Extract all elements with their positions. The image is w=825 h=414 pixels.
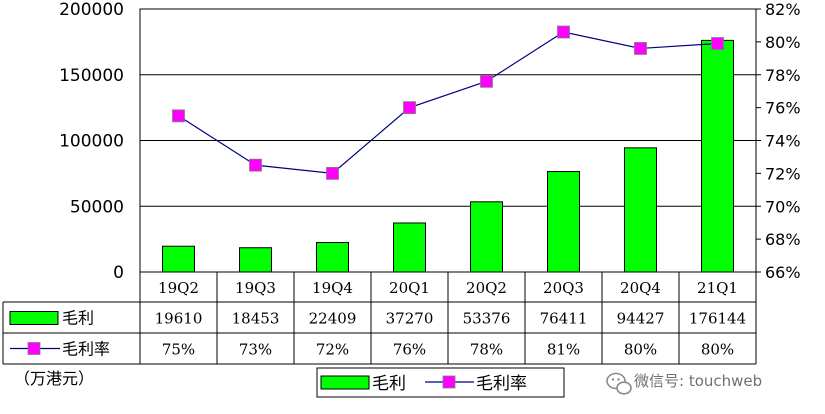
line-marker xyxy=(711,37,724,50)
line-marker xyxy=(557,25,570,39)
right-tick-label: 70% xyxy=(765,197,801,216)
table-cell: 94427 xyxy=(617,310,665,328)
line-marker xyxy=(403,101,416,115)
legend: 毛利 毛利率 xyxy=(316,367,565,398)
table-row-label: 毛利率 xyxy=(62,340,110,359)
legend-line-marker xyxy=(442,375,456,389)
bar xyxy=(701,39,734,273)
legend-line-label: 毛利率 xyxy=(476,374,527,394)
table-cell: 18453 xyxy=(232,310,280,328)
table-cell: 19610 xyxy=(155,310,203,328)
table-cell: 176144 xyxy=(689,310,746,328)
unit-note: （万港元） xyxy=(14,369,94,388)
right-y-axis: 66% 68% 70% 72% 74% 76% 78% 80% 82% xyxy=(755,0,801,282)
wechat-icon xyxy=(606,372,632,395)
right-tick-label: 78% xyxy=(765,66,801,85)
watermark-label: 微信号: touchweb xyxy=(634,372,762,390)
table-cell: 72% xyxy=(316,341,349,359)
line-marker xyxy=(326,166,339,180)
table-cell: 75% xyxy=(162,341,195,359)
table-cell: 76% xyxy=(393,341,426,359)
table-cell: 76411 xyxy=(540,310,588,328)
category-label: 20Q4 xyxy=(620,279,661,297)
category-label: 20Q2 xyxy=(466,279,507,297)
watermark: 微信号: touchweb xyxy=(606,372,762,395)
line-series xyxy=(172,25,724,180)
left-tick-label: 0 xyxy=(113,263,124,283)
category-label: 21Q1 xyxy=(697,279,738,297)
bar-legend-key xyxy=(9,311,59,325)
left-tick-label: 100000 xyxy=(59,132,124,152)
bar xyxy=(393,222,426,273)
bar xyxy=(624,147,657,273)
category-label: 19Q4 xyxy=(312,279,353,297)
right-tick-label: 80% xyxy=(765,33,801,52)
table-cell: 73% xyxy=(239,341,272,359)
table-row-label: 毛利 xyxy=(62,309,94,328)
line-legend-marker xyxy=(27,342,41,355)
right-tick-label: 74% xyxy=(765,132,801,151)
table-cell: 80% xyxy=(624,341,657,359)
right-tick-label: 68% xyxy=(765,230,801,249)
table-cell: 53376 xyxy=(463,310,511,328)
table-cell: 37270 xyxy=(386,310,434,328)
table-cell: 78% xyxy=(470,341,503,359)
line-marker xyxy=(172,109,185,123)
left-tick-label: 50000 xyxy=(70,197,124,217)
bar xyxy=(162,245,195,273)
left-y-axis: 0 50000 100000 150000 200000 xyxy=(59,0,124,283)
line-marker xyxy=(480,74,493,88)
left-tick-label: 150000 xyxy=(59,66,124,86)
category-label: 19Q2 xyxy=(158,279,199,297)
right-tick-label: 82% xyxy=(765,0,801,19)
bar xyxy=(316,242,349,273)
left-tick-label: 200000 xyxy=(59,0,124,20)
line-marker xyxy=(249,158,262,172)
category-label: 20Q3 xyxy=(543,279,584,297)
table-cell: 80% xyxy=(701,341,734,359)
legend-bar-key xyxy=(320,375,370,390)
category-label: 19Q3 xyxy=(235,279,276,297)
table-cell: 22409 xyxy=(309,310,357,328)
line-path xyxy=(178,31,718,174)
bar xyxy=(239,247,272,273)
right-tick-label: 66% xyxy=(765,263,801,282)
table-cell: 81% xyxy=(547,341,580,359)
right-tick-label: 72% xyxy=(765,164,801,183)
bar xyxy=(470,201,503,273)
bar xyxy=(547,171,580,273)
line-marker xyxy=(634,42,647,55)
category-label: 20Q1 xyxy=(389,279,430,297)
right-tick-label: 76% xyxy=(765,99,801,118)
legend-bar-label: 毛利 xyxy=(372,374,406,394)
